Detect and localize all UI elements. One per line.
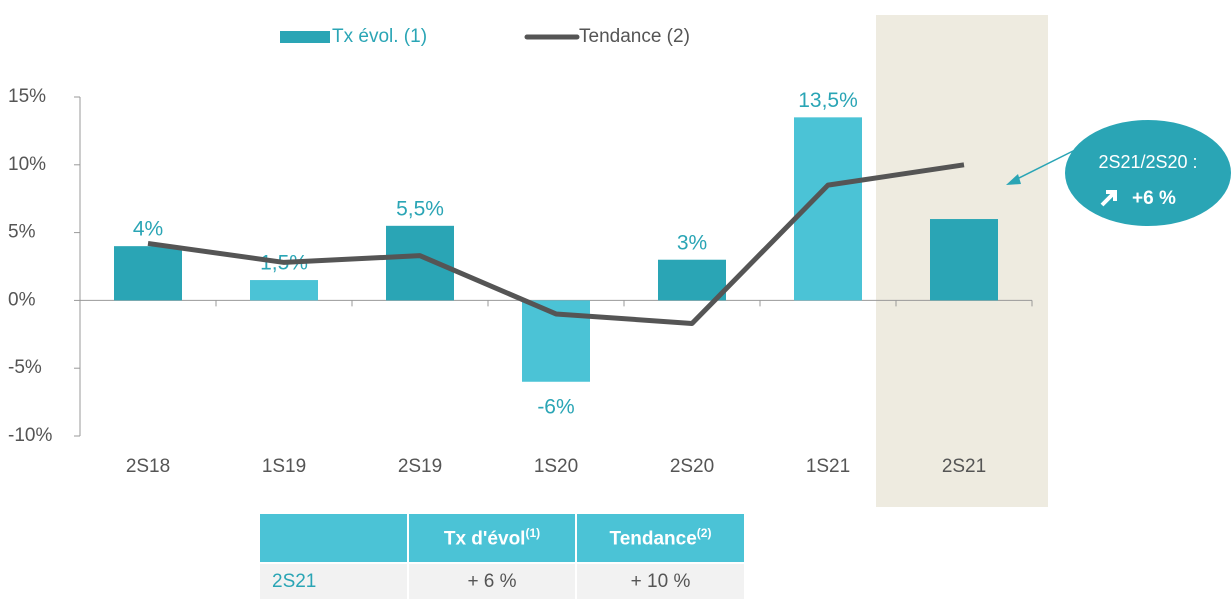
y-tick-label: -5% [8, 357, 42, 378]
y-tick-label: 5% [8, 222, 36, 243]
header-note: (2) [696, 525, 712, 540]
cell: + 6 % [409, 564, 575, 599]
legend-label: Tx évol. (1) [332, 26, 427, 47]
chart: -10%-5%0%5%10%15%4%1,5%5,5%-6%3%13,5%2S1… [8, 15, 1231, 507]
bar [114, 246, 182, 301]
data-label: 13,5% [798, 89, 858, 112]
y-tick-label: 0% [8, 289, 36, 310]
x-tick-label: 1S21 [806, 456, 850, 477]
legend-label: Tendance (2) [579, 26, 690, 47]
data-label: -6% [537, 395, 574, 418]
data-label: 3% [677, 231, 707, 254]
annotation-arrow [1014, 149, 1076, 181]
x-tick-label: 2S18 [126, 456, 170, 477]
table-row: 2S21 + 6 % + 10 % [260, 564, 744, 599]
header-text: Tx d'évol [443, 528, 526, 550]
annotation-value: +6 % [1132, 188, 1176, 209]
row-label: 2S21 [260, 564, 407, 599]
y-tick-label: -10% [8, 425, 52, 446]
y-tick-label: 15% [8, 86, 46, 107]
header-cell: Tx d'évol(1) [409, 514, 575, 562]
annotation-bubble [1065, 120, 1231, 226]
data-label: 4% [133, 218, 163, 241]
annotation-text: 2S21/2S20 : [1098, 152, 1197, 172]
x-tick-label: 2S21 [942, 456, 986, 477]
x-tick-label: 2S20 [670, 456, 714, 477]
x-tick-label: 2S19 [398, 456, 442, 477]
x-tick-label: 1S19 [262, 456, 306, 477]
data-label: 5,5% [396, 197, 444, 220]
header-text: Tendance [609, 528, 697, 550]
x-tick-label: 1S20 [534, 456, 578, 477]
header-cell [260, 514, 407, 562]
y-tick-label: 10% [8, 154, 46, 175]
annotation-icon [1100, 190, 1117, 207]
bar [250, 280, 318, 301]
bar [386, 225, 454, 301]
trend-line [147, 162, 965, 326]
summary-table: Tx d'évol(1) Tendance(2) 2S21 + 6 % + 10… [258, 512, 746, 599]
cell: + 10 % [577, 564, 744, 599]
table-header: Tx d'évol(1) Tendance(2) [260, 514, 744, 562]
bar [930, 219, 998, 301]
annotation-arrowhead [1006, 174, 1021, 185]
bar [658, 259, 726, 301]
header-note: (1) [525, 525, 541, 540]
header-cell: Tendance(2) [577, 514, 744, 562]
legend-swatch [280, 31, 330, 43]
